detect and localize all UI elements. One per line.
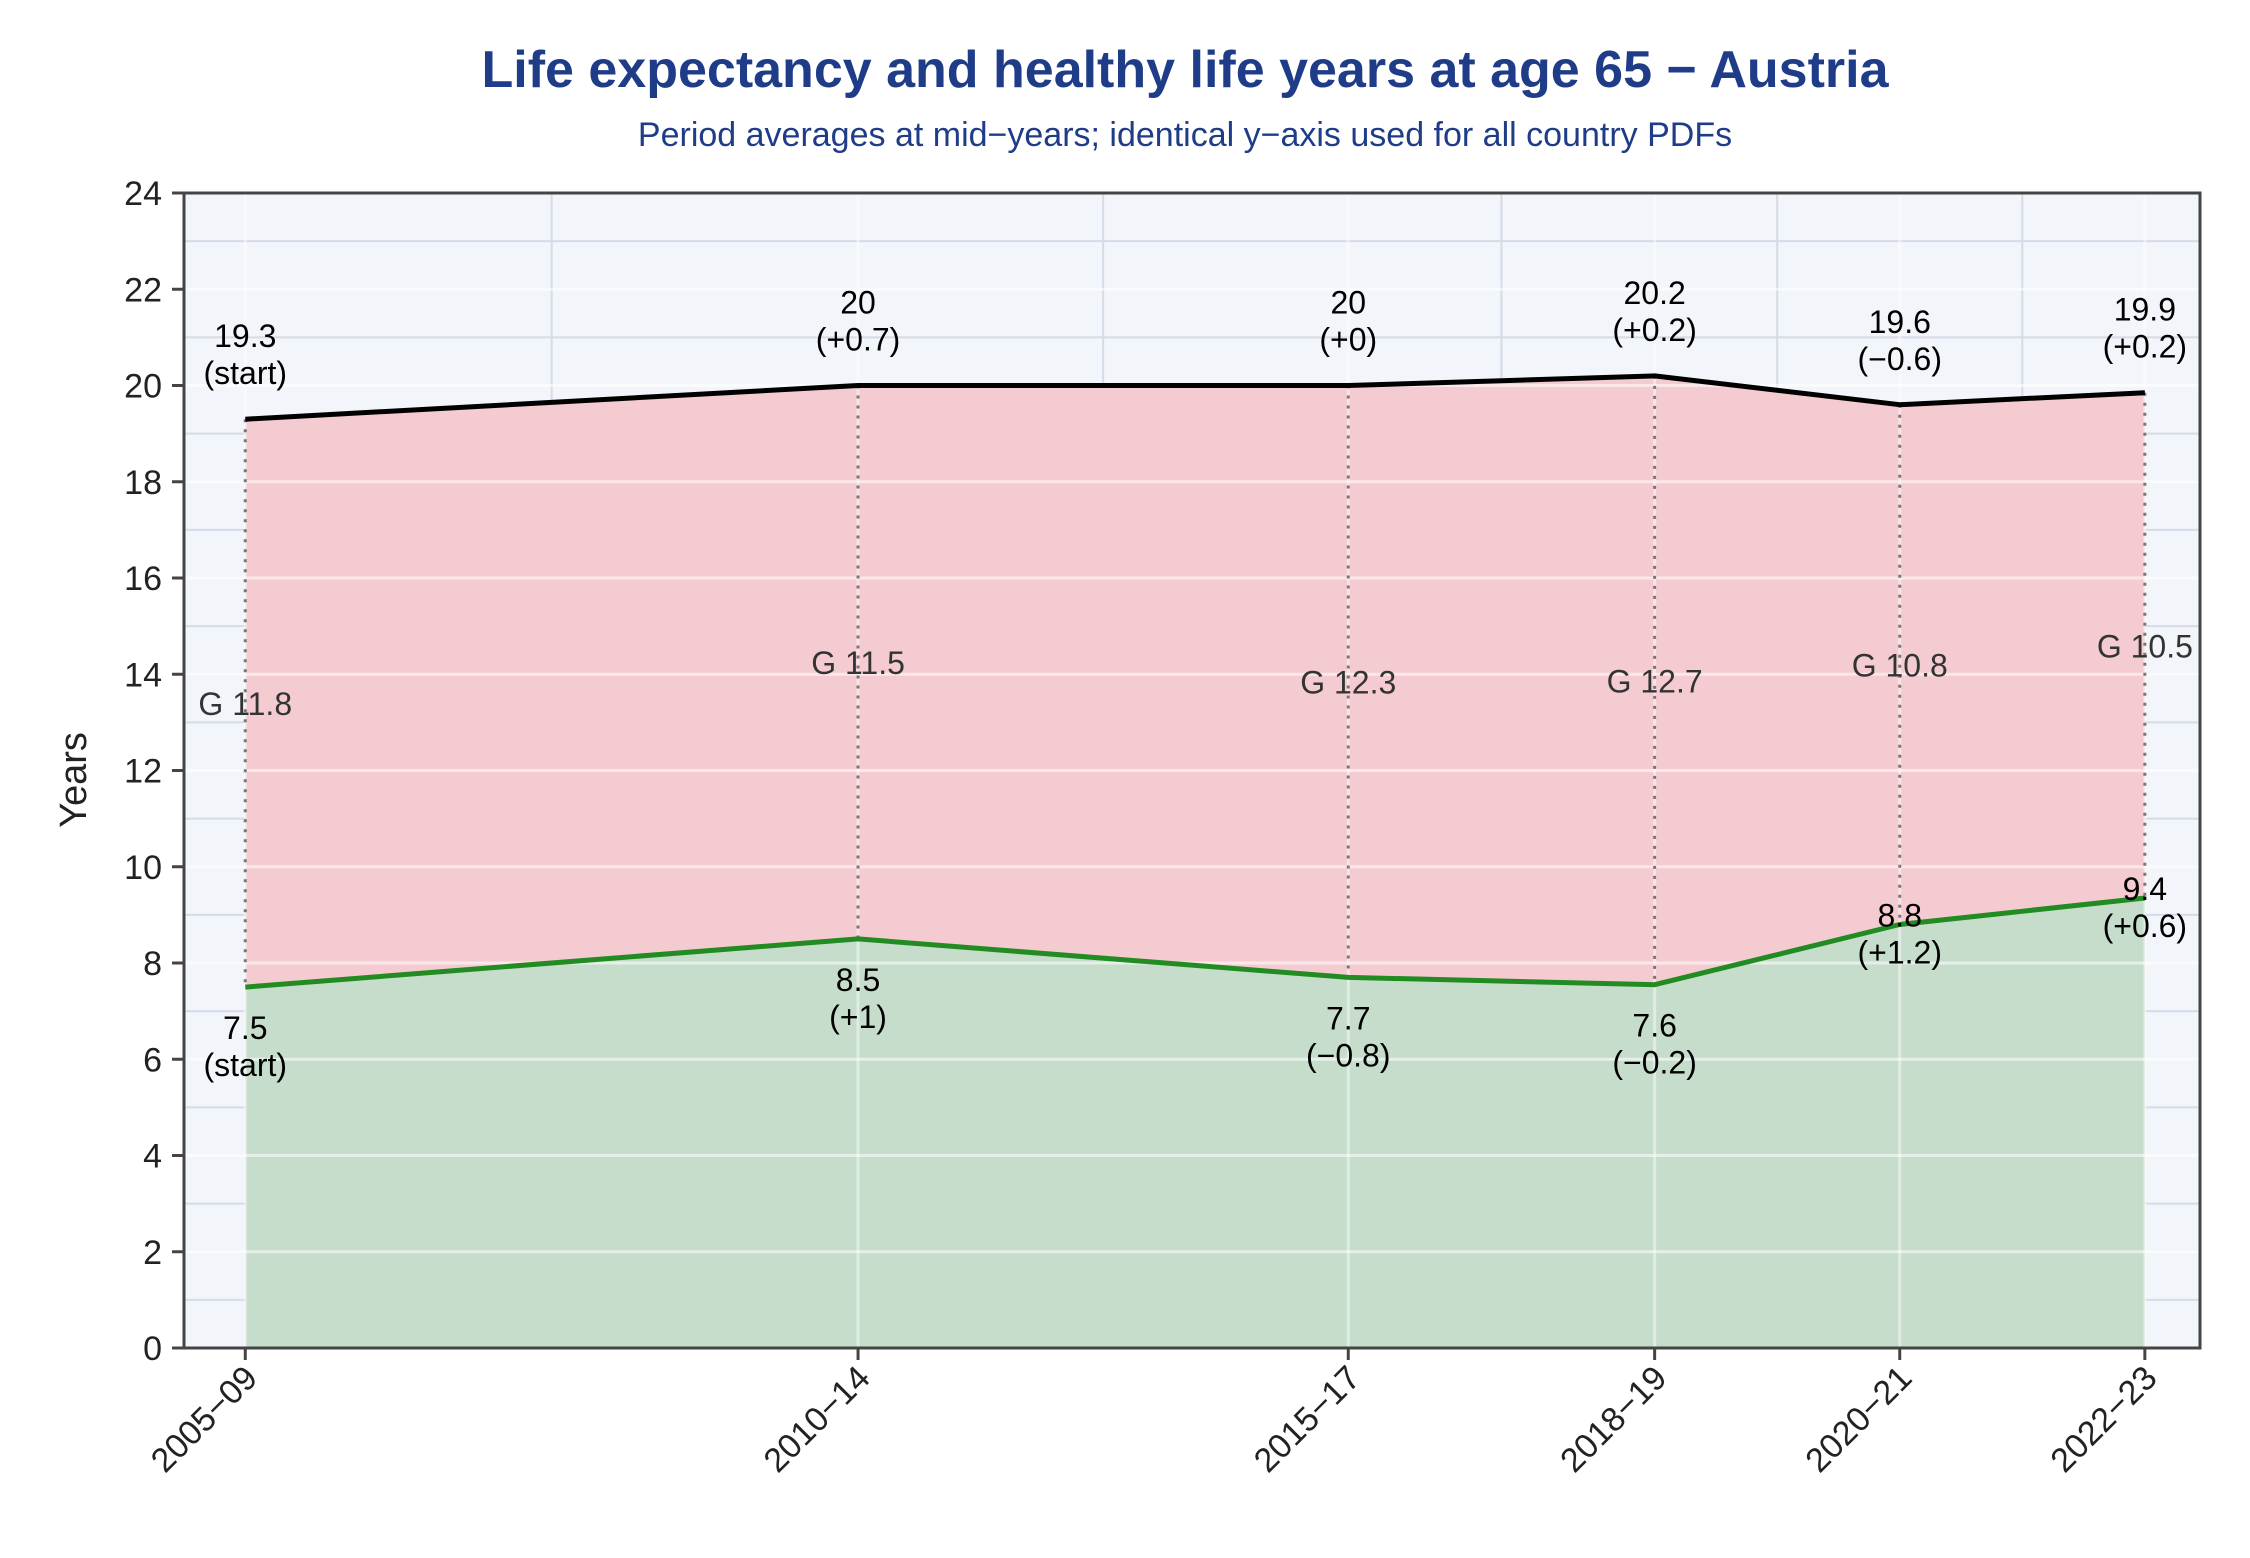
le-value-label: 20	[840, 285, 876, 321]
x-tick-label: 2020−21	[1798, 1359, 1919, 1480]
gap-label: G 12.7	[1607, 663, 1703, 699]
le-change-label: (+0.2)	[1612, 312, 1696, 348]
y-tick-label: 14	[124, 656, 162, 694]
le-value-label: 19.3	[214, 318, 276, 354]
chart-subtitle: Period averages at mid−years; identical …	[638, 116, 1732, 154]
hly-change-label: (+1)	[829, 999, 887, 1035]
le-change-label: (+0.2)	[2103, 329, 2187, 365]
gap-label: G 11.5	[811, 645, 905, 681]
x-tick-label: 2015−17	[1247, 1359, 1368, 1480]
hly-value-label: 9.4	[2123, 871, 2167, 907]
le-change-label: (−0.6)	[1858, 341, 1942, 377]
y-tick-label: 16	[124, 560, 162, 598]
le-value-label: 19.9	[2114, 292, 2176, 328]
y-tick-label: 20	[124, 368, 162, 406]
hly-area	[245, 898, 2145, 1348]
hly-change-label: (start)	[204, 1047, 288, 1083]
y-axis-label: Years	[53, 732, 95, 828]
hly-value-label: 7.6	[1632, 1008, 1676, 1044]
le-value-label: 20.2	[1623, 275, 1685, 311]
y-tick-label: 8	[143, 945, 162, 983]
x-tick-label: 2022−23	[2043, 1359, 2164, 1480]
le-change-label: (start)	[204, 355, 288, 391]
le-change-label: (+0.7)	[816, 322, 900, 358]
chart-title: Life expectancy and healthy life years a…	[481, 41, 1889, 99]
hly-change-label: (−0.8)	[1306, 1037, 1390, 1073]
gap-label: G 12.3	[1300, 664, 1396, 700]
y-tick-label: 0	[143, 1330, 162, 1368]
y-tick-label: 22	[124, 271, 162, 309]
x-tick-label: 2018−19	[1553, 1359, 1674, 1480]
y-tick-label: 6	[143, 1041, 162, 1079]
le-value-label: 20	[1330, 285, 1366, 321]
x-tick-label: 2010−14	[757, 1359, 878, 1480]
hly-value-label: 7.5	[223, 1010, 267, 1046]
hly-value-label: 7.7	[1326, 1000, 1370, 1036]
gap-label: G 10.8	[1852, 648, 1948, 684]
gap-label: G 11.8	[198, 686, 292, 722]
le-series-line	[245, 373, 2146, 422]
le-value-label: 19.6	[1869, 304, 1931, 340]
y-tick-label: 2	[143, 1234, 162, 1272]
hly-change-label: (+1.2)	[1858, 935, 1942, 971]
hly-change-label: (−0.2)	[1612, 1045, 1696, 1081]
hly-value-label: 8.5	[836, 962, 880, 998]
x-tick-label: 2005−09	[144, 1359, 265, 1480]
y-tick-label: 4	[143, 1138, 162, 1176]
hly-series-line	[245, 895, 2146, 990]
gap-label: G 10.5	[2097, 628, 2193, 664]
hly-value-label: 8.8	[1878, 898, 1922, 934]
y-tick-label: 24	[124, 175, 162, 213]
y-tick-label: 10	[124, 849, 162, 887]
hly-change-label: (+0.6)	[2103, 908, 2187, 944]
y-tick-label: 18	[124, 464, 162, 502]
le-gap-area	[245, 375, 2145, 988]
y-tick-label: 12	[124, 753, 162, 791]
le-change-label: (+0)	[1319, 322, 1377, 358]
